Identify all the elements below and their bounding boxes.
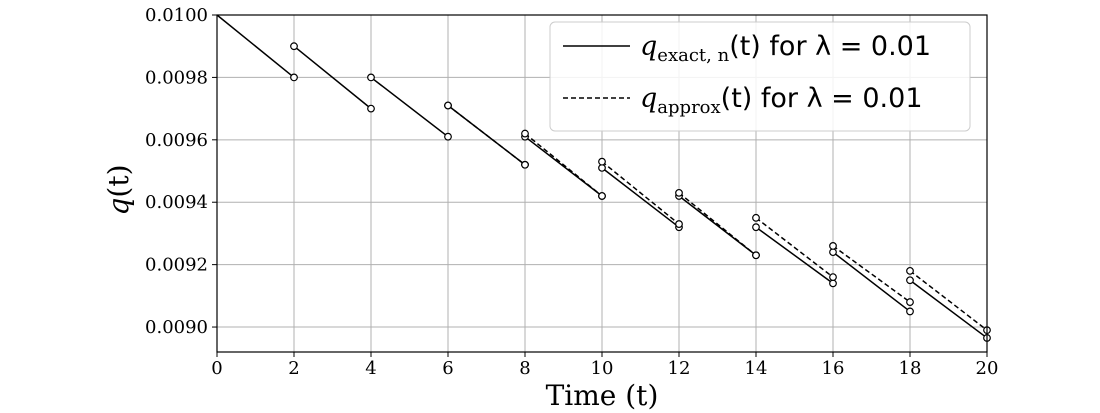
y-tick-label: 0.0100 [145, 5, 208, 26]
y-tick-label: 0.0098 [145, 67, 208, 88]
point-marker [906, 266, 914, 275]
series-line [447, 104, 988, 331]
point-marker [444, 132, 452, 141]
legend-subscript: approx [657, 97, 720, 118]
legend-symbol: q [640, 31, 657, 62]
x-tick-label: 20 [976, 358, 999, 379]
x-tick-label: 2 [288, 358, 299, 379]
x-tick-label: 10 [591, 358, 614, 379]
legend-symbol: q [640, 83, 657, 114]
x-tick-label: 4 [365, 358, 376, 379]
point-marker [829, 273, 837, 282]
x-tick-label: 16 [822, 358, 845, 379]
x-axis-title: Time (t) [546, 379, 659, 412]
ticks: 0 2 4 6 8 10 12 14 16 18 20 0.0090 0.0092 0.0094 0.009… [145, 5, 998, 379]
y-tick-label: 0.0096 [145, 130, 208, 151]
point-marker [444, 101, 452, 110]
point-marker [290, 42, 298, 51]
y-axis-title: q(t) [102, 164, 135, 215]
x-tick-label: 6 [442, 358, 453, 379]
x-tick-label: 0 [211, 358, 222, 379]
x-tick-label: 18 [899, 358, 922, 379]
point-marker [829, 242, 837, 250]
y-axis-symbol: q [102, 198, 135, 216]
point-marker [290, 73, 298, 82]
point-marker [675, 188, 683, 197]
point-marker [598, 163, 606, 172]
point-marker [675, 220, 683, 228]
point-marker [906, 307, 914, 316]
legend-suffix: (t) for λ = 0.01 [729, 31, 931, 62]
point-marker [521, 160, 529, 169]
point-marker [598, 192, 606, 200]
point-marker [367, 73, 375, 82]
legend-box [549, 21, 971, 132]
point-marker [752, 213, 760, 222]
y-tick-label: 0.0094 [145, 192, 208, 213]
legend-label: qexact, n(t) for λ = 0.01 [640, 31, 931, 66]
point-marker [521, 129, 529, 138]
point-marker [752, 223, 760, 232]
point-marker [906, 276, 914, 285]
legend-label: qapprox(t) for λ = 0.01 [640, 83, 923, 118]
x-tick-label: 14 [745, 358, 768, 379]
point-marker [829, 279, 837, 288]
point-marker [752, 251, 760, 260]
x-tick-label: 12 [668, 358, 691, 379]
y-tick-label: 0.0092 [145, 255, 208, 276]
point-marker [829, 248, 837, 257]
y-axis-suffix: (t) [102, 164, 135, 197]
point-marker [598, 157, 606, 166]
point-marker [367, 104, 375, 113]
point-marker [906, 298, 914, 306]
plot-lines [216, 14, 991, 342]
y-tick-label: 0.0090 [145, 317, 208, 338]
x-tick-label: 8 [519, 358, 530, 379]
legend-subscript: exact, n [657, 45, 729, 66]
legend-suffix: (t) for λ = 0.01 [721, 83, 923, 114]
